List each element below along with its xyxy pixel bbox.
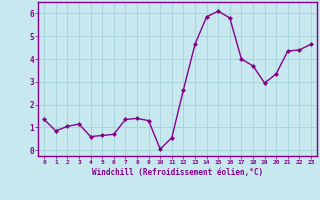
X-axis label: Windchill (Refroidissement éolien,°C): Windchill (Refroidissement éolien,°C)	[92, 168, 263, 177]
